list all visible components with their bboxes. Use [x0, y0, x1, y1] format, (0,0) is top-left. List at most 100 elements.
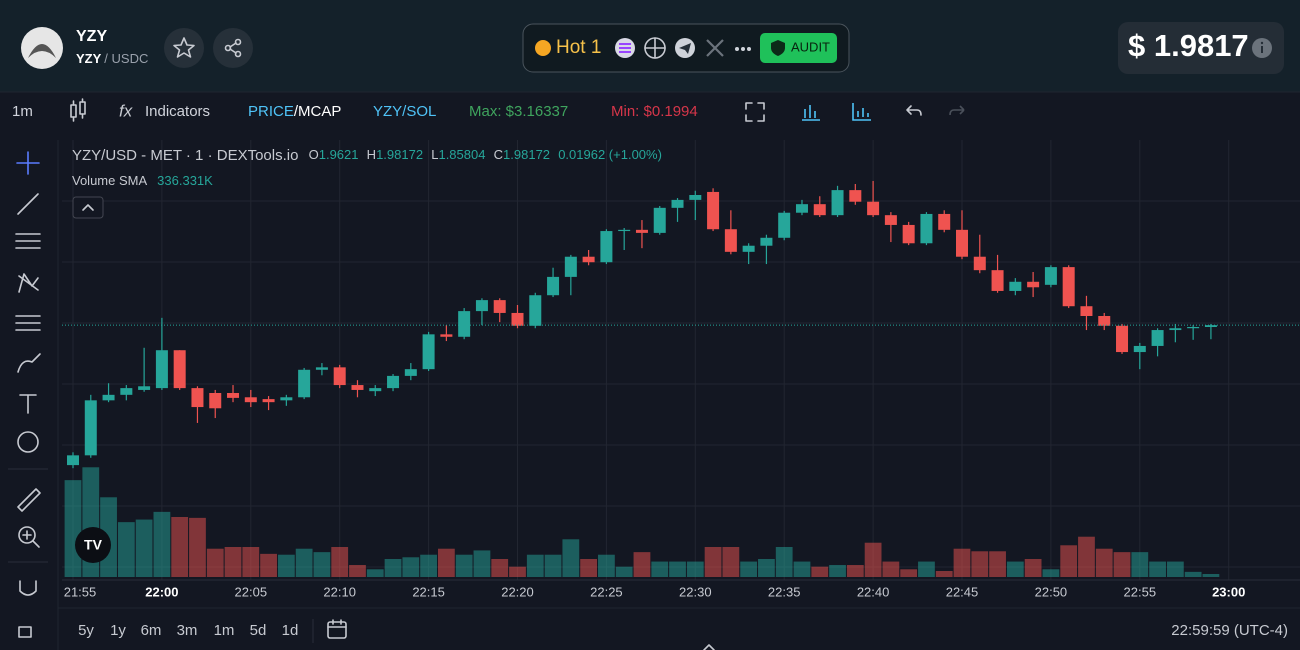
more-icon[interactable]: [735, 47, 751, 51]
candle-body: [1044, 267, 1057, 285]
candle-type-icon[interactable]: [70, 98, 86, 122]
clock: 22:59:59 (UTC-4): [1171, 622, 1288, 639]
volume-bar: [366, 569, 384, 577]
lock-tool[interactable]: [18, 626, 32, 638]
brush-tool[interactable]: [17, 353, 41, 373]
candle-body: [67, 455, 79, 466]
volume-bar: [704, 547, 722, 577]
redo-icon[interactable]: [949, 105, 965, 116]
volume-bar: [1024, 559, 1042, 577]
o-label: O: [309, 147, 319, 162]
volume-bar: [900, 569, 918, 577]
candle-body: [991, 270, 1004, 291]
collapse-arrow: [82, 204, 94, 211]
interval[interactable]: 1m: [12, 103, 33, 120]
volume-bar: [562, 539, 580, 577]
candle-body: [102, 394, 115, 401]
ruler-tool[interactable]: [17, 488, 41, 512]
range-button[interactable]: 5y: [78, 622, 94, 639]
info-bar: [1261, 46, 1263, 53]
candle-body: [813, 204, 826, 216]
candle-body: [1116, 325, 1129, 353]
time-label: 21:55: [64, 584, 97, 599]
range-button[interactable]: 1y: [110, 622, 126, 639]
candle-body: [315, 367, 328, 370]
candle-body: [1080, 306, 1093, 316]
volume-bar: [224, 547, 242, 577]
pattern-tool[interactable]: [18, 273, 39, 293]
volume-bar: [402, 557, 420, 577]
collapse-button[interactable]: [72, 196, 104, 219]
volume-bar: [171, 517, 189, 577]
volume-bar: [242, 547, 260, 577]
c-label: C: [494, 147, 503, 162]
candle-body: [298, 369, 311, 398]
emoji-tool[interactable]: [17, 431, 39, 453]
range-button[interactable]: 6m: [141, 622, 162, 639]
time-label: 22:50: [1035, 584, 1068, 599]
range-button[interactable]: 5d: [250, 622, 267, 639]
forecast-tool[interactable]: [15, 315, 41, 331]
range-button[interactable]: 3m: [177, 622, 198, 639]
indicators[interactable]: Indicators: [145, 103, 210, 120]
depth-icon[interactable]: [802, 105, 820, 121]
candle-body: [1009, 281, 1022, 291]
volume-bar: [260, 553, 277, 577]
volume-legend: Volume SMA 336.331K: [72, 173, 213, 188]
volume-bar: [349, 565, 366, 577]
volume-bar: [1131, 552, 1149, 577]
candle-body: [511, 312, 524, 326]
candle-body: [529, 295, 542, 326]
volume-bar: [455, 554, 473, 577]
solana-lines: [619, 43, 631, 53]
candle-body: [191, 388, 204, 408]
undo-icon[interactable]: [906, 105, 922, 116]
fib-tool[interactable]: [15, 233, 41, 249]
candle-body: [422, 334, 435, 370]
candle-body: [671, 199, 684, 208]
max-price: Max: $3.16337: [469, 103, 568, 120]
pair-toggle[interactable]: YZY/SOL: [373, 103, 436, 120]
hot-icon: [535, 40, 551, 56]
fullscreen-icon[interactable]: [745, 102, 765, 122]
text-tool[interactable]: [19, 394, 37, 414]
fx-icon[interactable]: fx: [119, 101, 133, 120]
base: YZY: [76, 51, 102, 66]
magnet-tool[interactable]: [19, 580, 37, 596]
volume-bar: [1113, 552, 1131, 577]
candle-body: [458, 311, 471, 337]
candle-body: [742, 245, 755, 252]
volume-bar: [153, 511, 171, 577]
volume-bar: [1078, 536, 1095, 577]
candle-body: [547, 276, 560, 296]
time-label: 22:10: [323, 584, 356, 599]
range-button[interactable]: 1m: [214, 622, 235, 639]
candle-body: [227, 393, 240, 398]
volume-bar: [580, 559, 598, 577]
candle-body: [564, 256, 577, 277]
favorite-button[interactable]: [164, 28, 204, 68]
volume-bar: [989, 551, 1006, 577]
price-mcap[interactable]: PRICE/MCAP: [248, 103, 341, 120]
range-button[interactable]: 1d: [282, 622, 299, 639]
crosshair-tool[interactable]: [16, 151, 40, 175]
line-tool[interactable]: [17, 193, 39, 215]
candle-body: [209, 393, 222, 409]
pair: YZY / USDC: [76, 51, 148, 66]
min-price: Min: $0.1994: [611, 103, 698, 120]
x-icon[interactable]: [706, 39, 724, 57]
audit-button[interactable]: [760, 33, 837, 63]
zoom-tool[interactable]: [18, 526, 36, 544]
drawing-tools: [15, 151, 41, 638]
mcap-toggle[interactable]: /MCAP: [294, 103, 342, 120]
expand-arrow[interactable]: [703, 644, 715, 650]
hot-rank[interactable]: Hot 1: [556, 37, 601, 58]
bars-icon[interactable]: [852, 103, 871, 121]
price-toggle[interactable]: PRICE: [248, 103, 294, 120]
date-range-icon[interactable]: [327, 619, 347, 639]
candle-body: [387, 375, 400, 389]
volume-bar: [473, 550, 491, 577]
volume-bar: [1095, 548, 1113, 577]
share-button[interactable]: [213, 28, 253, 68]
volume-bar: [64, 480, 82, 577]
